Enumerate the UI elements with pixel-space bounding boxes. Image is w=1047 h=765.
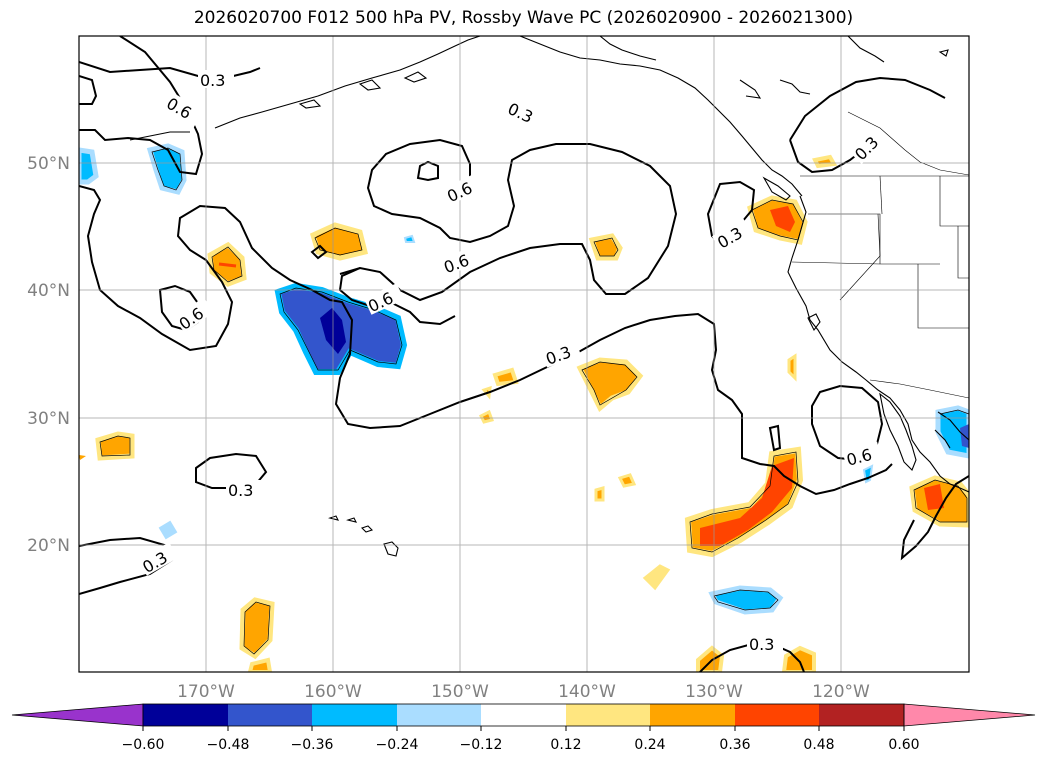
colorbar-seg-8 [735,704,819,726]
colorbar: −0.60 −0.48 −0.36 −0.24 −0.12 0.12 0.24 … [11,703,1036,753]
pv-contours [79,36,969,672]
lon-label-170w: 170°W [177,682,235,702]
lon-label-130w: 130°W [685,682,743,702]
shade-pos-14 [696,645,725,672]
shade-pos-10 [617,473,637,488]
colorbar-seg-7 [650,704,735,726]
shade-pos-6 [576,357,644,412]
colorbar-seg-4 [397,704,481,726]
lon-label-160w: 160°W [304,682,362,702]
longitude-labels: 170°W 160°W 150°W 140°W 130°W 120°W [177,682,870,702]
lon-label-140w: 140°W [558,682,616,702]
contour-label: 0.3 [228,481,253,500]
lat-label-30n: 30°N [27,409,70,429]
lon-label-120w: 120°W [812,682,870,702]
shade-neg-2 [146,143,187,195]
shade-neg-3 [79,147,99,185]
shade-pos-3 [588,233,623,261]
lat-label-50n: 50°N [27,154,70,174]
contour-0.6-northwest [79,36,204,176]
shade-pos-13 [239,597,275,660]
colorbar-seg-2 [228,704,312,726]
colorbar-tick: 0.24 [634,737,665,753]
shade-neg-5 [708,585,784,615]
contour-0.3-northeast [789,76,946,141]
colorbar-tick: 0.48 [803,737,834,753]
colorbar-extend-low [11,703,144,727]
colorbar-seg-6 [566,704,650,726]
shade-neg-6 [158,520,178,540]
map-plot-area [79,36,969,672]
colorbar-seg-5 [481,704,566,726]
colorbar-tick: 0.12 [550,737,581,753]
latitude-labels: 50°N 40°N 30°N 20°N [27,154,70,556]
graticule [79,36,969,672]
contour-0.3-southwest-loop [195,452,268,489]
lon-label-150w: 150°W [431,682,489,702]
colorbar-tick: 0.60 [888,737,919,753]
contour-0.6-small-loop [416,160,439,182]
colorbar-tick: −0.24 [376,737,419,753]
contour-label: 0.3 [749,635,774,654]
colorbar-seg-1 [143,704,228,726]
lat-label-40n: 40°N [27,281,70,301]
map-title: 2026020700 F012 500 hPa PV, Rossby Wave … [193,8,854,28]
shade-pos-5 [812,154,838,169]
colorbar-tick: −0.60 [122,737,165,753]
colorbar-extend-high [903,703,1036,727]
colorbar-tick: −0.48 [207,737,250,753]
coastlines [129,36,969,557]
contour-label: 0.3 [200,71,225,90]
shade-pos-11 [642,564,671,591]
shade-pos-1 [309,222,369,261]
shade-neg-4 [935,405,969,459]
political-borders [791,111,969,399]
colorbar-seg-3 [312,704,397,726]
colorbar-tick: −0.36 [291,737,334,753]
map-frame [78,35,970,673]
colorbar-tick: 0.36 [719,737,750,753]
contour-0.6-central [339,138,678,302]
lat-label-20n: 20°N [27,536,70,556]
contour-0.3-northwest [79,61,261,80]
colorbar-tick: −0.12 [460,737,503,753]
colorbar-seg-9 [819,704,904,726]
